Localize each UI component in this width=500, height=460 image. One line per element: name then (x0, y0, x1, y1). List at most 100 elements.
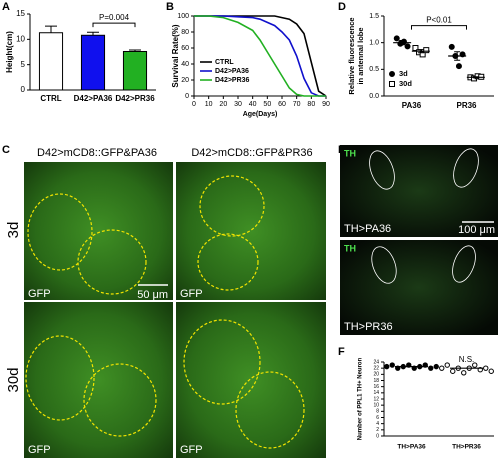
data-point (439, 365, 445, 371)
y-tick-label: 40 (181, 61, 189, 68)
legend-swatch (389, 81, 395, 87)
panel-label: B (166, 1, 174, 13)
x-tick-label: 40 (249, 101, 257, 108)
legend-swatch (389, 71, 395, 77)
x-tick-label: 80 (307, 101, 315, 108)
roi-outline (77, 229, 147, 295)
y-tick-label: 1.5 (369, 13, 379, 20)
error-bar (454, 51, 461, 61)
bar (122, 50, 148, 91)
y-tick-label: 6 (376, 415, 379, 421)
x-tick-label: 0 (192, 101, 196, 108)
roi-outline (369, 150, 395, 190)
y-axis-title: Relative fluorescence (347, 17, 356, 94)
error-bar (472, 76, 479, 79)
roi-outline (197, 233, 259, 291)
data-point (393, 35, 400, 42)
x-tick-label: 60 (278, 101, 286, 108)
y-axis-title: in antennal lobe (356, 27, 365, 84)
genotype-label: TH>PR36 (344, 321, 393, 333)
data-point (389, 362, 395, 368)
data-point (404, 43, 411, 50)
x-tick-label: CTRL (40, 94, 61, 103)
data-point (483, 365, 489, 371)
survival-line (194, 15, 326, 97)
row-label: 30d (5, 367, 22, 392)
y-tick-label: 0 (21, 85, 26, 94)
x-tick-label: TH>PA36 (397, 444, 426, 451)
data-point (419, 51, 426, 58)
legend-label: D42>PA36 (215, 68, 249, 75)
x-tick-label: 10 (205, 101, 213, 108)
micrograph (176, 302, 326, 458)
data-point (384, 363, 390, 370)
error-bar (417, 49, 424, 54)
y-tick-label: 20 (373, 372, 379, 378)
panel-c: D42>mCD8::GFP&PA36 D42>mCD8::GFP&PR36 3d… (5, 147, 326, 458)
roi-outline (371, 246, 397, 284)
bar (80, 34, 106, 91)
y-tick-label: 100 (177, 13, 189, 20)
x-tick-label: D42>PR36 (115, 94, 155, 103)
x-tick-label: 50 (263, 101, 271, 108)
y-tick-label: 0.5 (369, 66, 379, 73)
data-point (472, 362, 478, 368)
x-axis-title: Age(Days) (243, 111, 278, 118)
genotype-label: TH>PA36 (344, 223, 391, 235)
data-point (423, 47, 430, 54)
y-tick-label: 10 (16, 34, 25, 43)
roi-outline (235, 371, 305, 449)
data-point (488, 368, 494, 374)
micrograph (24, 302, 173, 458)
y-tick-label: 22 (373, 365, 379, 371)
panel-e: TH TH TH>PA36 TH>PR36 100 μm (340, 145, 498, 335)
y-tick-label: 8 (376, 409, 379, 415)
data-point (444, 362, 450, 368)
y-tick-label: 14 (373, 390, 379, 396)
x-tick-label: 20 (219, 101, 227, 108)
y-tick-label: 0.0 (369, 93, 379, 100)
y-axis-title: Number of PPL1 TH+ Neuron (358, 357, 364, 440)
y-tick-label: 2 (376, 427, 379, 433)
channel-label: TH (344, 148, 356, 158)
data-point (455, 63, 462, 70)
error-bar (45, 25, 57, 33)
y-tick-label: 0 (376, 433, 379, 439)
roi-outline (25, 335, 95, 421)
panel-label: A (2, 1, 10, 13)
roi-outline (183, 319, 261, 405)
y-tick-label: 1.0 (369, 40, 379, 47)
survival-line (194, 15, 326, 97)
data-point (461, 370, 467, 376)
x-tick-label: 90 (322, 101, 330, 108)
y-tick-label: 10 (373, 402, 379, 408)
micrograph (340, 240, 498, 335)
legend-label: 30d (399, 79, 412, 88)
channel-label: GFP (180, 444, 203, 456)
panel-label: D (338, 1, 346, 13)
roi-outline (453, 148, 479, 188)
significance-bracket (92, 22, 136, 28)
row-label: 3d (5, 222, 22, 239)
x-tick-label: PA36 (402, 101, 422, 110)
scale-bar-label: 50 μm (137, 289, 168, 301)
y-tick-label: 0 (185, 93, 189, 100)
data-point (433, 363, 439, 370)
micrograph (24, 162, 173, 300)
data-point (428, 365, 434, 371)
error-bar (87, 31, 99, 36)
data-point (412, 45, 419, 51)
y-tick-label: 15 (16, 9, 25, 18)
y-tick-label: 60 (181, 45, 189, 52)
y-tick-label: 24 (373, 359, 379, 365)
data-point (450, 368, 456, 374)
significance-bracket (411, 25, 467, 30)
legend-label: D42>PR36 (215, 77, 250, 84)
roi-outline (199, 175, 265, 237)
panel-label: C (2, 144, 10, 156)
y-tick-label: 5 (21, 60, 26, 69)
roi-outline (83, 363, 157, 437)
y-tick-label: 20 (181, 77, 189, 84)
x-tick-label: D42>PA36 (74, 94, 113, 103)
